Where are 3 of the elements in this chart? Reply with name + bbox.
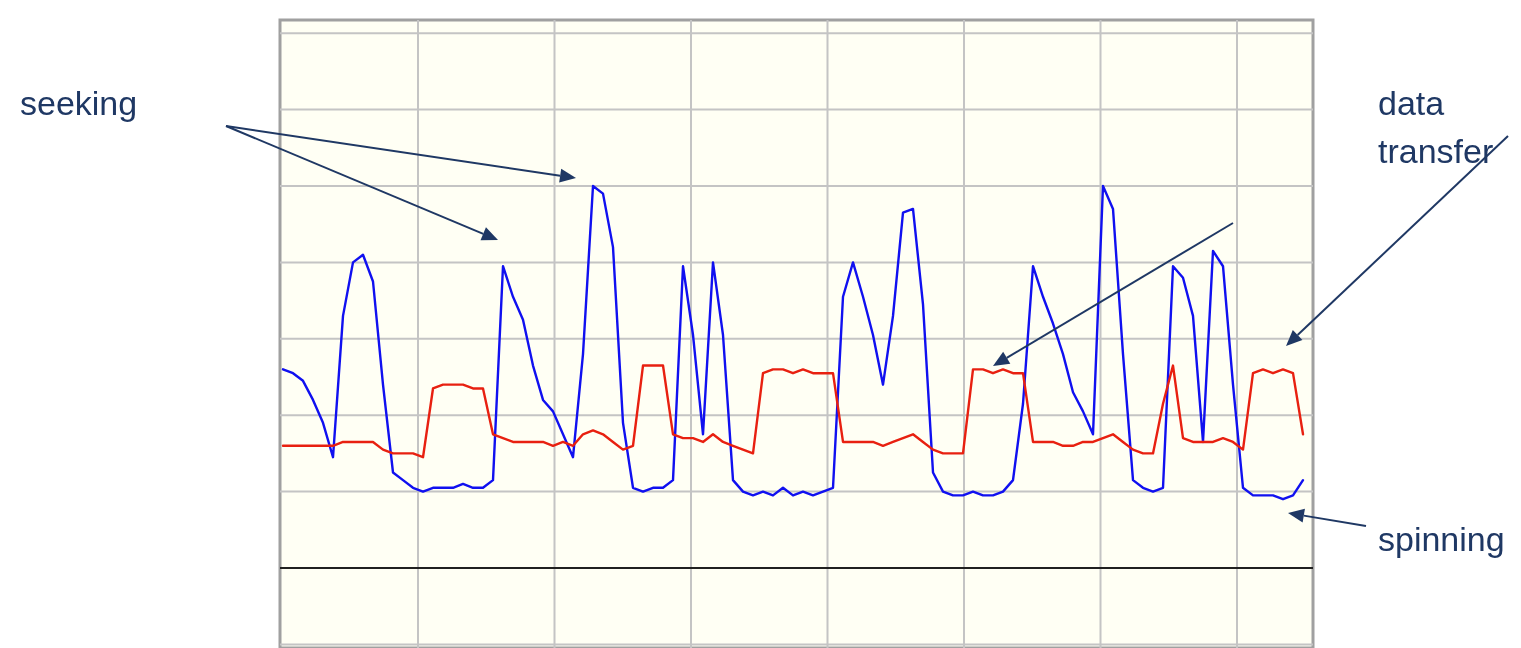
text: seeking [20,84,138,122]
text: data transfer [1378,84,1494,170]
text: spinning [1378,520,1505,558]
